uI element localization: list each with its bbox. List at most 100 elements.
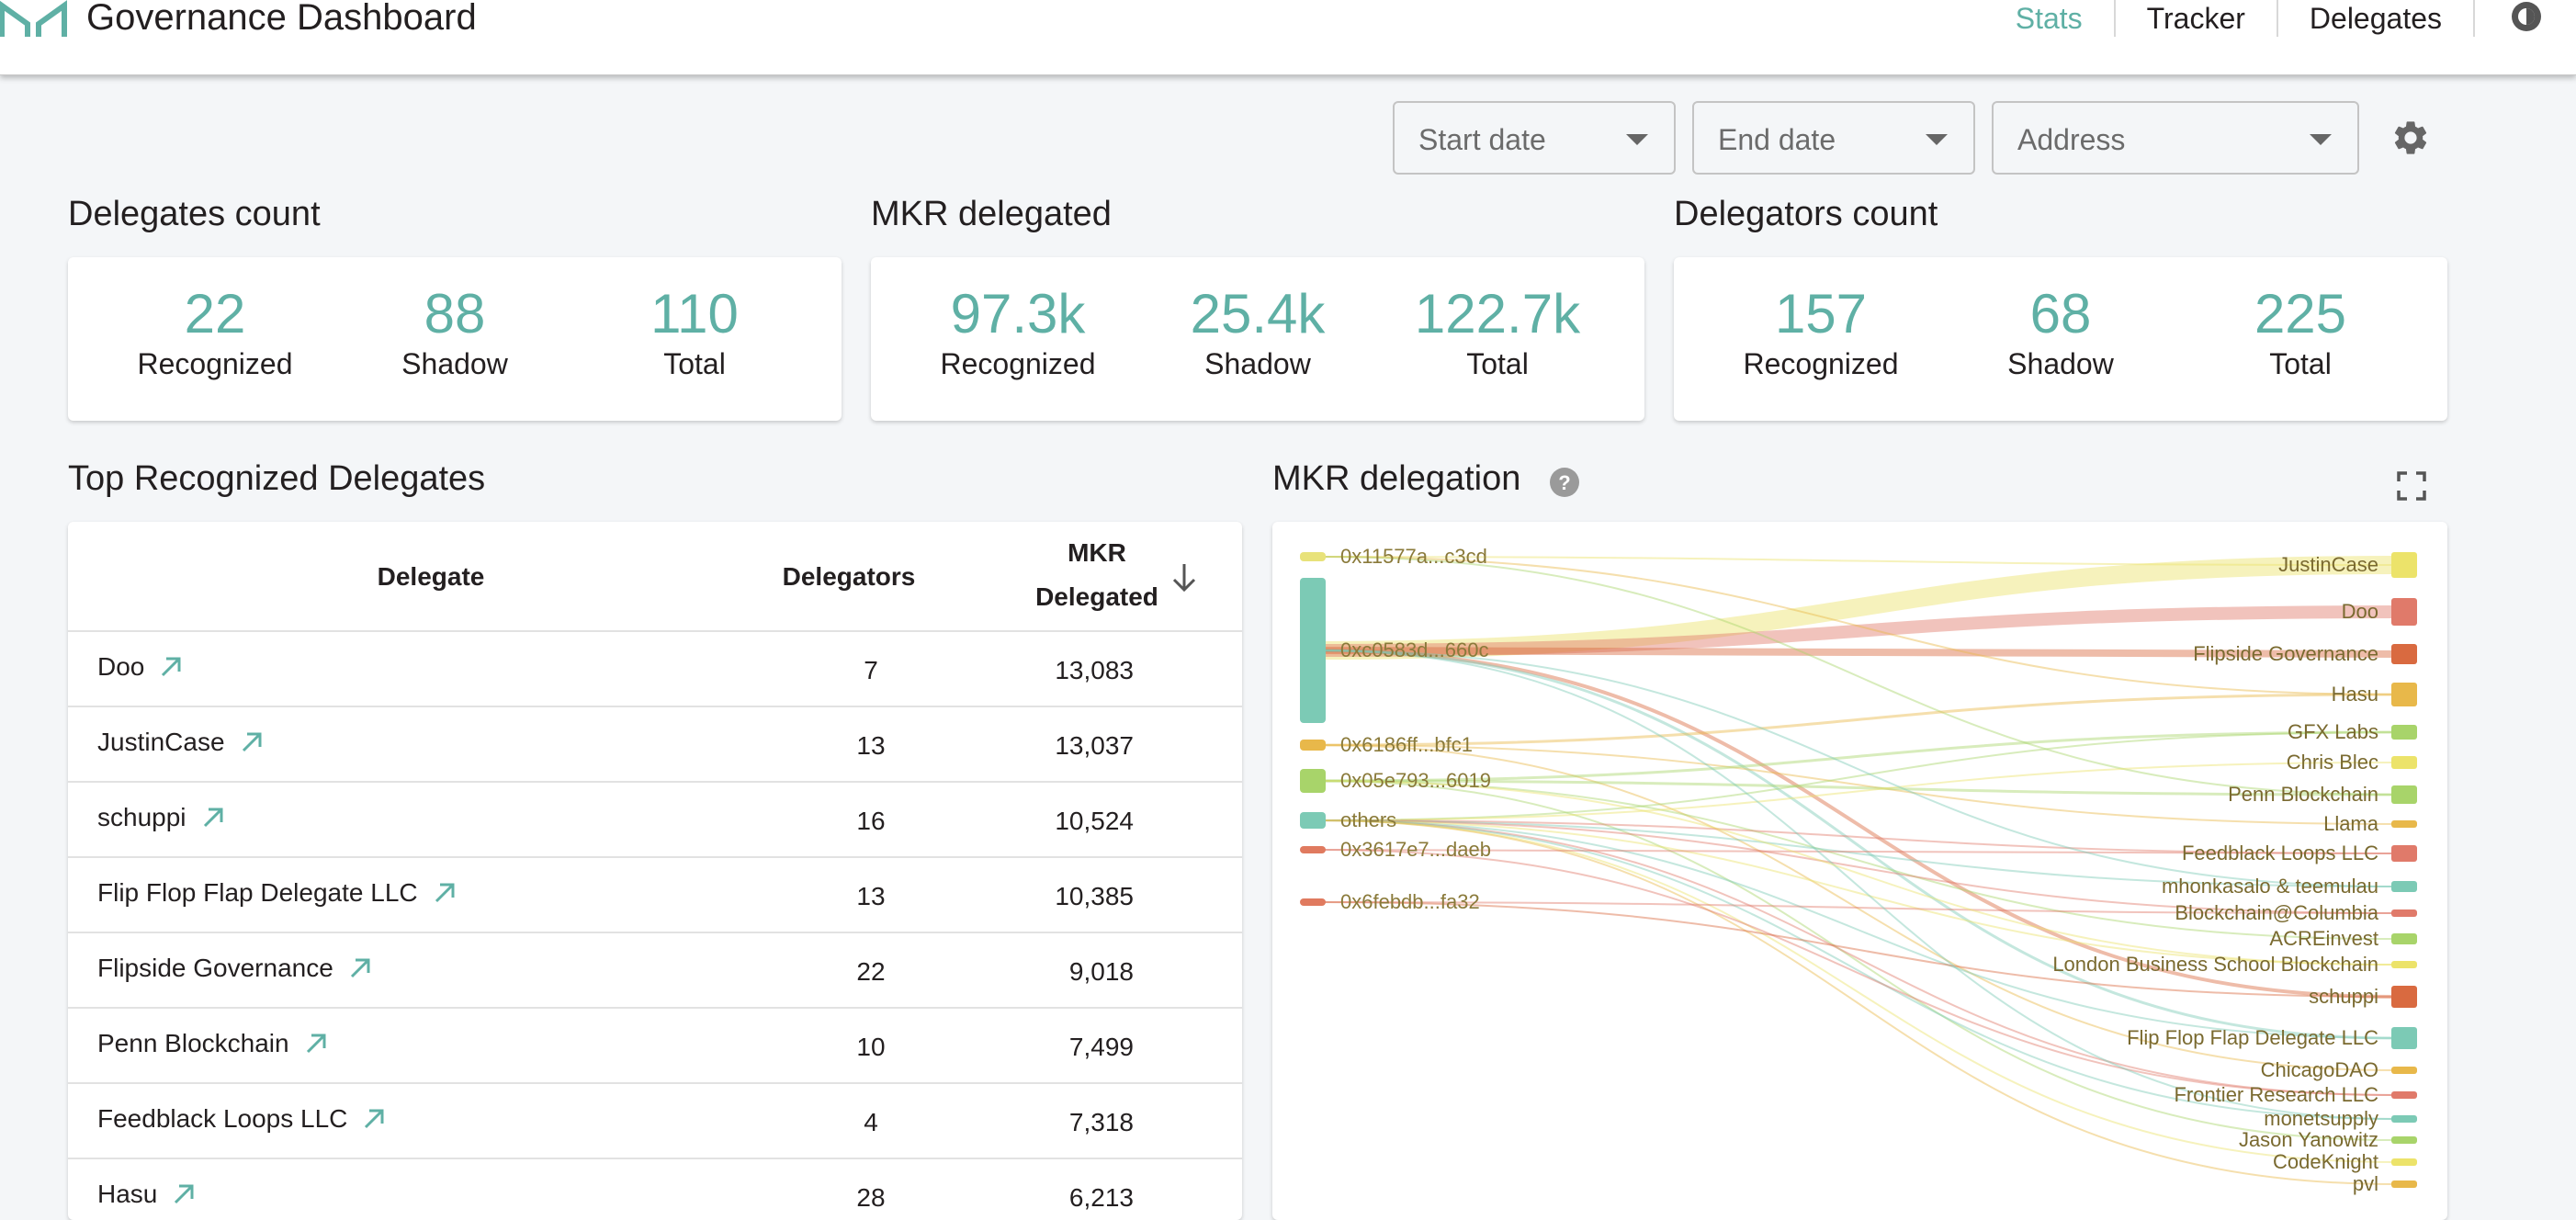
- sankey-link[interactable]: [1317, 556, 2396, 566]
- column-delegate[interactable]: Delegate: [377, 562, 485, 591]
- external-link-icon[interactable]: [302, 1030, 330, 1057]
- sankey-target-node[interactable]: [2391, 1115, 2417, 1123]
- sankey-source-node[interactable]: [1300, 812, 1326, 829]
- sankey-target-node[interactable]: [2391, 961, 2417, 968]
- sankey-link[interactable]: [1317, 731, 2396, 821]
- table-row[interactable]: Flipside Governance 22 9,018: [68, 933, 1242, 1009]
- sankey-link[interactable]: [1317, 819, 2396, 1120]
- sankey-link[interactable]: [1317, 762, 2396, 821]
- sankey-link[interactable]: [1317, 819, 2396, 1039]
- sankey-link[interactable]: [1317, 556, 2396, 796]
- sankey-target-node[interactable]: [2391, 986, 2417, 1008]
- table-row[interactable]: Doo 7 13,083: [68, 632, 1242, 707]
- external-link-icon[interactable]: [199, 804, 227, 831]
- sankey-link[interactable]: [1317, 730, 2396, 783]
- sankey-target-node[interactable]: [2391, 909, 2417, 917]
- column-delegators[interactable]: Delegators: [782, 562, 916, 591]
- sankey-target-node[interactable]: [2391, 785, 2417, 804]
- sankey-link[interactable]: [1317, 649, 2396, 1040]
- sankey-link[interactable]: [1317, 780, 2396, 940]
- sankey-link[interactable]: [1317, 744, 2396, 825]
- theme-toggle-icon[interactable]: [2508, 0, 2545, 37]
- arrow-down-icon[interactable]: [1170, 562, 1198, 593]
- sankey-target-node[interactable]: [2391, 820, 2417, 828]
- sankey-link[interactable]: [1317, 647, 2396, 658]
- sankey-link[interactable]: [1317, 780, 2396, 966]
- sankey-link[interactable]: [1317, 901, 2396, 998]
- sankey-link[interactable]: [1317, 780, 2396, 1141]
- fullscreen-icon[interactable]: [2396, 470, 2427, 502]
- start-date-select[interactable]: Start date: [1393, 101, 1676, 175]
- help-icon[interactable]: ?: [1549, 467, 1580, 498]
- sankey-link[interactable]: [1317, 819, 2396, 887]
- sankey-source-node[interactable]: [1300, 846, 1326, 853]
- sankey-target-node[interactable]: [2391, 1180, 2417, 1188]
- sankey-link[interactable]: [1317, 605, 2396, 657]
- sankey-target-node[interactable]: [2391, 552, 2417, 578]
- sankey-link[interactable]: [1317, 744, 2396, 1071]
- delegate-name[interactable]: Feedblack Loops LLC: [97, 1101, 388, 1137]
- sankey-target-node[interactable]: [2391, 644, 2417, 664]
- sankey-link[interactable]: [1317, 819, 2396, 914]
- sankey-link[interactable]: [1317, 556, 2396, 695]
- external-link-icon[interactable]: [170, 1180, 198, 1208]
- delegate-name[interactable]: Doo: [97, 649, 185, 685]
- delegate-name[interactable]: Flipside Governance: [97, 950, 374, 987]
- sankey-source-node[interactable]: [1300, 769, 1326, 793]
- sankey-target-node[interactable]: [2391, 1027, 2417, 1049]
- sankey-link[interactable]: [1317, 849, 2396, 854]
- sankey-source-node[interactable]: [1300, 740, 1326, 751]
- table-row[interactable]: Hasu 28 6,213: [68, 1159, 1242, 1220]
- delegate-name[interactable]: JustinCase: [97, 724, 266, 761]
- external-link-icon[interactable]: [346, 955, 374, 982]
- sankey-link[interactable]: [1317, 819, 2396, 1185]
- column-mkr-delegated[interactable]: MKR Delegated: [1005, 531, 1189, 619]
- external-link-icon[interactable]: [360, 1105, 388, 1133]
- sankey-source-node[interactable]: [1300, 552, 1326, 561]
- sankey-link[interactable]: [1317, 650, 2396, 1120]
- sankey-target-node[interactable]: [2391, 933, 2417, 944]
- address-select[interactable]: Address: [1992, 101, 2359, 175]
- delegate-name[interactable]: Hasu: [97, 1176, 198, 1213]
- external-link-icon[interactable]: [157, 653, 185, 681]
- sankey-target-node[interactable]: [2391, 845, 2417, 862]
- sankey-link[interactable]: [1317, 650, 2396, 887]
- sankey-target-node[interactable]: [2391, 1067, 2417, 1074]
- sankey-target-node[interactable]: [2391, 1136, 2417, 1144]
- maker-logo-icon[interactable]: [0, 0, 68, 37]
- sankey-target-node[interactable]: [2391, 1091, 2417, 1099]
- sankey-link[interactable]: [1317, 693, 2396, 747]
- nav-stats[interactable]: Stats: [1984, 0, 2116, 37]
- delegate-name[interactable]: schuppi: [97, 799, 227, 836]
- delegate-name[interactable]: Flip Flop Flap Delegate LLC: [97, 875, 458, 911]
- sankey-link[interactable]: [1317, 819, 2396, 854]
- delegate-name[interactable]: Penn Blockchain: [97, 1025, 330, 1062]
- sankey-target-node[interactable]: [2391, 598, 2417, 626]
- table-row[interactable]: JustinCase 13 13,037: [68, 707, 1242, 783]
- sankey-link[interactable]: [1317, 849, 2396, 1096]
- table-row[interactable]: schuppi 16 10,524: [68, 783, 1242, 858]
- sankey-target-node[interactable]: [2391, 725, 2417, 740]
- sankey-link[interactable]: [1317, 819, 2396, 966]
- sankey-source-node[interactable]: [1300, 578, 1326, 723]
- table-row[interactable]: Flip Flop Flap Delegate LLC 13 10,385: [68, 858, 1242, 933]
- sankey-link[interactable]: [1317, 556, 2396, 660]
- sankey-target-node[interactable]: [2391, 683, 2417, 706]
- table-row[interactable]: Feedblack Loops LLC 4 7,318: [68, 1084, 1242, 1159]
- external-link-icon[interactable]: [238, 729, 266, 756]
- nav-delegates[interactable]: Delegates: [2278, 0, 2475, 37]
- sankey-target-node[interactable]: [2391, 881, 2417, 892]
- sankey-link[interactable]: [1317, 901, 2396, 914]
- table-row[interactable]: Penn Blockchain 10 7,499: [68, 1009, 1242, 1084]
- sankey-link[interactable]: [1317, 819, 2396, 1096]
- sankey-target-node[interactable]: [2391, 1158, 2417, 1166]
- sankey-source-node[interactable]: [1300, 898, 1326, 906]
- sankey-link[interactable]: [1317, 649, 2396, 999]
- gear-icon[interactable]: [2390, 118, 2431, 158]
- external-link-icon[interactable]: [431, 879, 458, 907]
- nav-tracker[interactable]: Tracker: [2116, 0, 2278, 37]
- end-date-select[interactable]: End date: [1692, 101, 1975, 175]
- sankey-target-node[interactable]: [2391, 756, 2417, 769]
- sankey-link[interactable]: [1317, 819, 2396, 1163]
- sankey-link[interactable]: [1317, 779, 2396, 796]
